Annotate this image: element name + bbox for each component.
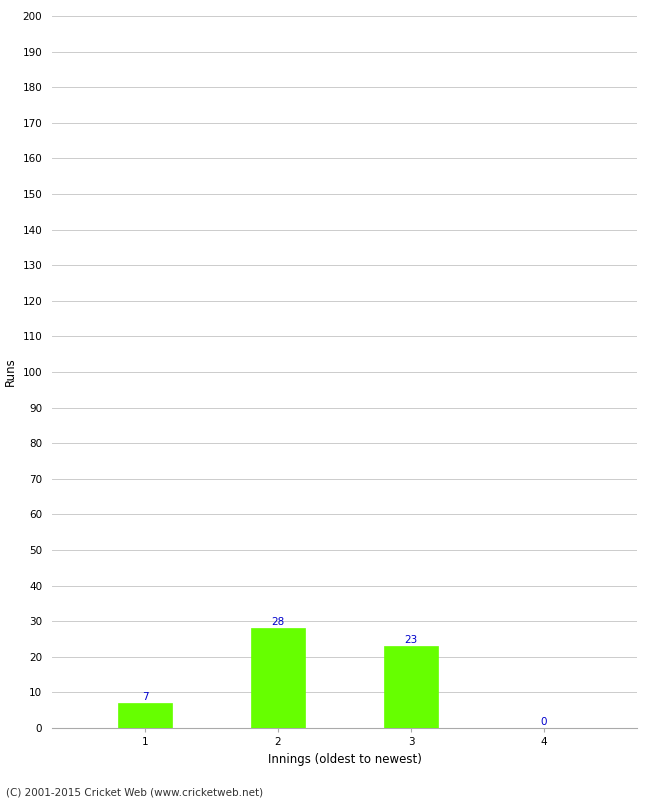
Text: 28: 28 <box>272 617 285 627</box>
Text: 0: 0 <box>541 717 547 726</box>
Text: (C) 2001-2015 Cricket Web (www.cricketweb.net): (C) 2001-2015 Cricket Web (www.cricketwe… <box>6 787 264 798</box>
Bar <box>384 646 437 728</box>
X-axis label: Innings (oldest to newest): Innings (oldest to newest) <box>268 753 421 766</box>
Bar <box>118 703 172 728</box>
Text: 7: 7 <box>142 692 148 702</box>
Y-axis label: Runs: Runs <box>4 358 17 386</box>
Text: 23: 23 <box>404 634 417 645</box>
Bar <box>252 628 305 728</box>
